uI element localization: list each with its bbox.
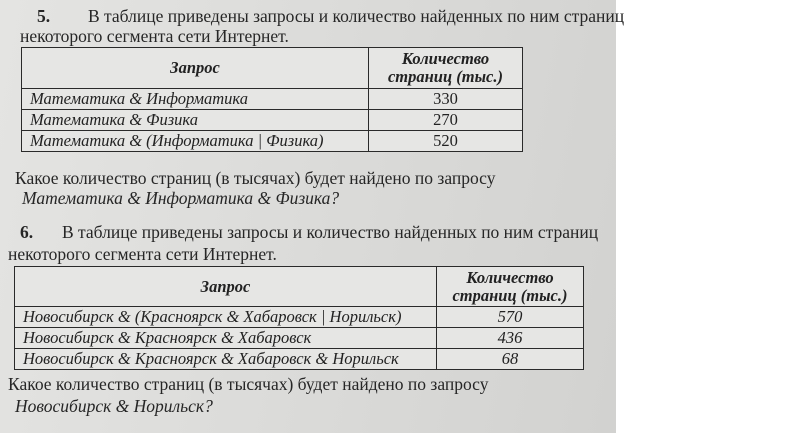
header-count: Количество страниц (тыс.)	[436, 266, 584, 307]
table-row: Математика & (Информатика | Физика) 520	[21, 130, 523, 152]
table-row: Новосибирск & Красноярск & Хабаровск & Н…	[14, 348, 584, 370]
table-row: Математика & Информатика 330	[21, 88, 523, 110]
problem-5-intro-line1: В таблице приведены запросы и количество…	[88, 6, 625, 26]
problem-6-number: 6.	[20, 222, 34, 242]
problem-6-table: Запрос Количество страниц (тыс.) Новосиби…	[14, 266, 584, 370]
problem-6-question: Какое количество страниц (в тысячах) буд…	[8, 374, 489, 394]
problem-5-question-query: Математика & Информатика & Физика?	[22, 188, 340, 208]
problem-6-intro-line2: некоторого сегмента сети Интернет.	[8, 244, 277, 264]
problem-6-question-query: Новосибирск & Норильск?	[15, 396, 213, 416]
table-row: Новосибирск & (Красноярск & Хабаровск | …	[14, 306, 584, 328]
header-query: Запрос	[14, 266, 437, 307]
header-query: Запрос	[21, 47, 369, 89]
header-count: Количество страниц (тыс.)	[368, 47, 523, 89]
problem-5-question: Какое количество страниц (в тысячах) буд…	[15, 168, 496, 188]
table-row: Математика & Физика 270	[21, 109, 523, 131]
problem-5-table: Запрос Количество страниц (тыс.) Математи…	[21, 47, 523, 152]
document-photo: 5. В таблице приведены запросы и количес…	[0, 0, 624, 433]
problem-5-number: 5.	[37, 6, 51, 26]
table-row: Новосибирск & Красноярск & Хабаровск 436	[14, 327, 584, 349]
problem-5-intro-line2: некоторого сегмента сети Интернет.	[20, 26, 289, 46]
problem-6-intro-line1: В таблице приведены запросы и количество…	[62, 222, 599, 242]
